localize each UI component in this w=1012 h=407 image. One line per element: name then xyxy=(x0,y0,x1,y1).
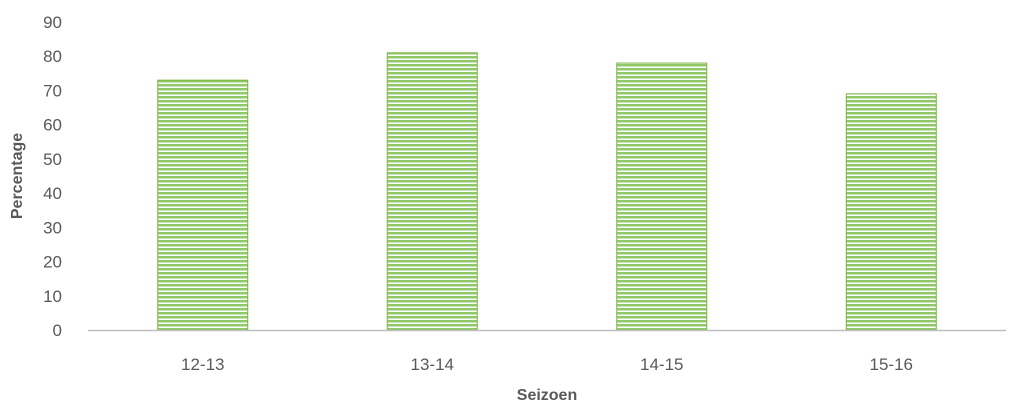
x-tick-label: 12-13 xyxy=(181,355,224,374)
bar xyxy=(616,62,708,331)
y-tick-label: 50 xyxy=(43,150,62,169)
y-axis-title: Percentage xyxy=(9,133,26,219)
bar xyxy=(157,79,249,331)
x-axis-title: Seizoen xyxy=(517,387,577,404)
y-tick-label: 40 xyxy=(43,184,62,203)
x-tick-label: 14-15 xyxy=(640,355,683,374)
y-tick-label: 20 xyxy=(43,253,62,272)
x-tick-label: 13-14 xyxy=(411,355,454,374)
bars xyxy=(157,52,937,331)
y-tick-label: 80 xyxy=(43,47,62,66)
bar xyxy=(386,52,478,331)
x-axis-ticks: 12-13 13-14 14-15 15-16 xyxy=(181,355,913,374)
y-tick-label: 70 xyxy=(43,81,62,100)
y-tick-label: 60 xyxy=(43,116,62,135)
y-tick-label: 30 xyxy=(43,218,62,237)
x-tick-label: 15-16 xyxy=(870,355,913,374)
bar xyxy=(845,93,937,331)
y-axis-ticks: 0 10 20 30 40 50 60 70 80 90 xyxy=(43,13,62,340)
y-tick-label: 90 xyxy=(43,13,62,32)
y-tick-label: 10 xyxy=(43,287,62,306)
y-tick-label: 0 xyxy=(53,321,62,340)
